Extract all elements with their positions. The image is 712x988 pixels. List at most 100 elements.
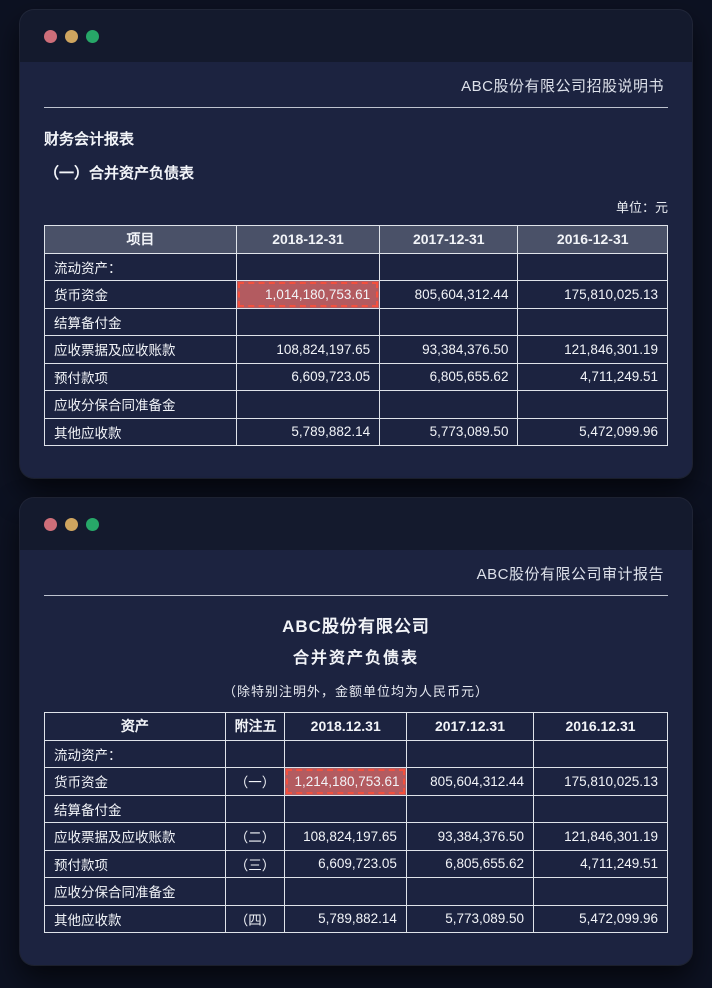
row-label: 货币资金 — [44, 280, 237, 309]
table-row: 其他应收款 5,789,882.14 5,773,089.50 5,472,09… — [44, 417, 668, 446]
row-label: 流动资产： — [44, 739, 226, 768]
prospectus-balance-sheet-table: 项目 2018-12-31 2017-12-31 2016-12-31 流动资产… — [44, 225, 668, 446]
prospectus-titlebar — [20, 10, 692, 62]
column-header: 资产 — [44, 712, 226, 741]
note-cell — [224, 794, 286, 823]
note-cell — [224, 739, 286, 768]
prospectus-section-title: 财务会计报表 — [44, 131, 135, 148]
close-dot-icon[interactable] — [44, 29, 57, 43]
value-cell: 5,472,099.96 — [517, 417, 668, 446]
audit-doc-header-title: ABC股份有限公司审计报告 — [44, 563, 668, 596]
audit-company-title: ABC股份有限公司 — [282, 617, 430, 636]
value-cell — [517, 307, 668, 336]
row-label: 其他应收款 — [44, 417, 237, 446]
value-cell — [405, 794, 535, 823]
prospectus-content: ABC股份有限公司招股说明书 财务会计报表 （一）合并资产负债表 单位：元 项目… — [20, 75, 692, 446]
value-cell: 805,604,312.44 — [379, 280, 519, 309]
value-cell: 6,609,723.05 — [235, 362, 381, 391]
value-cell — [284, 794, 407, 823]
row-label: 应收分保合同准备金 — [44, 390, 237, 419]
table-row: 预付款项 6,609,723.05 6,805,655.62 4,711,249… — [44, 362, 668, 391]
column-header: 2016-12-31 — [517, 225, 668, 254]
column-header: 2017-12-31 — [379, 225, 519, 254]
audit-unit-note: （除特别注明外，金额单位均为人民币元） — [222, 684, 489, 699]
column-header: 项目 — [44, 225, 237, 254]
column-header: 2017.12.31 — [405, 712, 535, 741]
value-cell — [235, 252, 381, 281]
value-cell — [517, 390, 668, 419]
note-cell — [224, 877, 286, 906]
note-cell: （二） — [224, 822, 286, 851]
row-label: 预付款项 — [44, 849, 226, 878]
table-row: 结算备付金 — [44, 307, 668, 336]
value-cell: 5,773,089.50 — [379, 417, 519, 446]
value-cell: 93,384,376.50 — [379, 335, 519, 364]
value-cell — [284, 877, 407, 906]
note-cell: （三） — [224, 849, 286, 878]
value-cell: 6,609,723.05 — [284, 849, 407, 878]
value-cell — [533, 794, 668, 823]
value-cell: 6,805,655.62 — [379, 362, 519, 391]
value-cell: 6,805,655.62 — [405, 849, 535, 878]
row-label: 应收票据及应收账款 — [44, 822, 226, 851]
maximize-dot-icon[interactable] — [86, 517, 99, 531]
table-header-row: 项目 2018-12-31 2017-12-31 2016-12-31 — [44, 225, 668, 254]
note-cell: （一） — [224, 767, 286, 796]
prospectus-window: ABC股份有限公司招股说明书 财务会计报表 （一）合并资产负债表 单位：元 项目… — [20, 10, 692, 478]
value-cell: 93,384,376.50 — [405, 822, 535, 851]
value-cell: 4,711,249.51 — [517, 362, 668, 391]
value-cell — [533, 877, 668, 906]
maximize-dot-icon[interactable] — [86, 29, 99, 43]
column-header: 2018.12.31 — [284, 712, 407, 741]
value-cell — [405, 739, 535, 768]
value-cell: 5,773,089.50 — [405, 904, 535, 933]
row-label: 流动资产： — [44, 252, 237, 281]
value-cell: 121,846,301.19 — [533, 822, 668, 851]
close-dot-icon[interactable] — [44, 517, 57, 531]
column-header: 2018-12-31 — [235, 225, 381, 254]
value-cell: 121,846,301.19 — [517, 335, 668, 364]
value-cell — [379, 390, 519, 419]
value-cell: 175,810,025.13 — [533, 767, 668, 796]
row-label: 结算备付金 — [44, 307, 237, 336]
highlighted-value-cell[interactable]: 1,214,180,753.61 — [284, 767, 407, 796]
minimize-dot-icon[interactable] — [65, 29, 78, 43]
row-label: 预付款项 — [44, 362, 237, 391]
table-row: 货币资金 （一） 1,214,180,753.61 805,604,312.44… — [44, 767, 668, 796]
row-label: 货币资金 — [44, 767, 226, 796]
value-cell: 5,789,882.14 — [284, 904, 407, 933]
highlighted-value-cell[interactable]: 1,014,180,753.61 — [235, 280, 381, 309]
audit-content: ABC股份有限公司审计报告 ABC股份有限公司 合并资产负债表 （除特别注明外，… — [20, 563, 692, 933]
value-cell: 5,789,882.14 — [235, 417, 381, 446]
table-row: 流动资产： — [44, 739, 668, 768]
value-cell: 4,711,249.51 — [533, 849, 668, 878]
value-cell — [405, 877, 535, 906]
value-cell — [235, 390, 381, 419]
value-cell: 5,472,099.96 — [533, 904, 668, 933]
value-cell — [235, 307, 381, 336]
prospectus-unit-label: 单位：元 — [615, 200, 668, 215]
value-cell — [517, 252, 668, 281]
table-row: 应收票据及应收账款 （二） 108,824,197.65 93,384,376.… — [44, 822, 668, 851]
note-cell: （四） — [224, 904, 286, 933]
value-cell — [533, 739, 668, 768]
minimize-dot-icon[interactable] — [65, 517, 78, 531]
table-row: 应收分保合同准备金 — [44, 390, 668, 419]
column-header: 2016.12.31 — [533, 712, 668, 741]
table-row: 流动资产： — [44, 252, 668, 281]
value-cell: 805,604,312.44 — [405, 767, 535, 796]
table-row: 货币资金 1,014,180,753.61 805,604,312.44 175… — [44, 280, 668, 309]
value-cell — [284, 739, 407, 768]
row-label: 应收分保合同准备金 — [44, 877, 226, 906]
prospectus-subsection-title: （一）合并资产负债表 — [44, 165, 195, 182]
table-row: 应收票据及应收账款 108,824,197.65 93,384,376.50 1… — [44, 335, 668, 364]
row-label: 其他应收款 — [44, 904, 226, 933]
value-cell — [379, 252, 519, 281]
column-header: 附注五 — [224, 712, 286, 741]
audit-titlebar — [20, 498, 692, 550]
table-header-row: 资产 附注五 2018.12.31 2017.12.31 2016.12.31 — [44, 712, 668, 741]
table-row: 应收分保合同准备金 — [44, 877, 668, 906]
value-cell: 108,824,197.65 — [284, 822, 407, 851]
value-cell: 108,824,197.65 — [235, 335, 381, 364]
table-row: 预付款项 （三） 6,609,723.05 6,805,655.62 4,711… — [44, 849, 668, 878]
